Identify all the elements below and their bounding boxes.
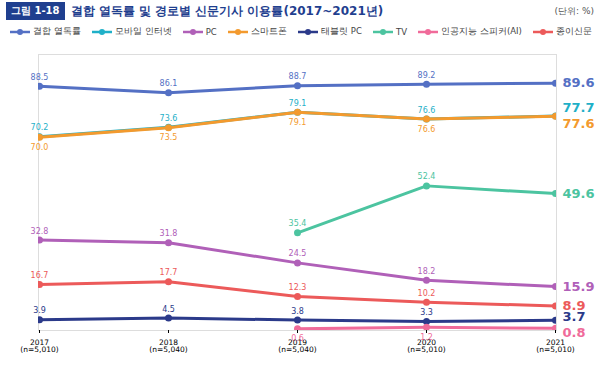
- svg-text:3.9: 3.9: [33, 306, 46, 315]
- html-text:PC: PC: [205, 27, 217, 37]
- svg-text:3.8: 3.8: [291, 307, 304, 316]
- svg-text:3.3: 3.3: [420, 308, 433, 317]
- svg-text:49.6: 49.6: [563, 186, 595, 201]
- html-text:결합 열독률: 결합 열독률: [33, 26, 81, 36]
- svg-text:35.4: 35.4: [289, 219, 307, 228]
- svg-text:52.4: 52.4: [418, 172, 436, 181]
- svg-text:2019(n=5,040): 2019(n=5,040): [278, 338, 316, 355]
- svg-text:2017(n=5,010): 2017(n=5,010): [20, 338, 58, 355]
- svg-text:70.2: 70.2: [31, 123, 49, 132]
- svg-text:15.9: 15.9: [563, 279, 595, 294]
- svg-text:77.6: 77.6: [563, 116, 595, 131]
- svg-text:79.1: 79.1: [289, 99, 307, 108]
- svg-text:2020(n=5,010): 2020(n=5,010): [407, 338, 445, 355]
- html-text:종이신문: 종이신문: [556, 26, 592, 36]
- svg-text:2018(n=5,040): 2018(n=5,040): [149, 338, 187, 355]
- svg-text:31.8: 31.8: [160, 229, 178, 238]
- svg-text:4.5: 4.5: [162, 305, 175, 314]
- html-text:TV: TV: [396, 27, 407, 37]
- svg-text:73.6: 73.6: [160, 114, 178, 123]
- svg-text:18.2: 18.2: [418, 267, 436, 276]
- svg-text:0.8: 0.8: [563, 325, 586, 340]
- html-text:인공지능 스피커(AI): 인공지능 스피커(AI): [441, 26, 522, 36]
- html-text:그림 1-18: 그림 1-18: [11, 5, 60, 16]
- svg-text:10.2: 10.2: [418, 289, 436, 298]
- svg-text:89.6: 89.6: [563, 75, 595, 90]
- html-text:모바일 인터넷: 모바일 인터넷: [114, 26, 172, 36]
- html-text:태블릿 PC: 태블릿 PC: [321, 26, 362, 36]
- svg-text:73.5: 73.5: [160, 133, 178, 142]
- svg-text:88.5: 88.5: [31, 73, 49, 82]
- html-text:(단위: %): (단위: %): [554, 5, 594, 16]
- svg-text:8.9: 8.9: [563, 298, 586, 313]
- svg-text:12.3: 12.3: [289, 283, 307, 292]
- svg-text:24.5: 24.5: [289, 249, 307, 258]
- svg-text:88.7: 88.7: [289, 72, 307, 81]
- svg-text:86.1: 86.1: [160, 79, 178, 88]
- svg-text:79.1: 79.1: [289, 118, 307, 127]
- svg-text:77.7: 77.7: [563, 100, 595, 115]
- svg-text:16.7: 16.7: [31, 271, 49, 280]
- svg-text:2021(n=5,010): 2021(n=5,010): [536, 338, 574, 355]
- svg-text:70.0: 70.0: [31, 143, 49, 152]
- svg-text:76.6: 76.6: [418, 125, 436, 134]
- html-text:스마트폰: 스마트폰: [250, 26, 287, 36]
- svg-text:89.2: 89.2: [418, 71, 436, 80]
- svg-text:3.7: 3.7: [562, 309, 586, 325]
- html-text:결합 열독률 및 경로별 신문기사 이용률(2017~202: 결합 열독률 및 경로별 신문기사 이용률(2017~2021년): [70, 3, 384, 18]
- svg-text:17.7: 17.7: [160, 268, 178, 277]
- svg-text:32.8: 32.8: [31, 227, 49, 236]
- svg-text:76.6: 76.6: [418, 106, 436, 115]
